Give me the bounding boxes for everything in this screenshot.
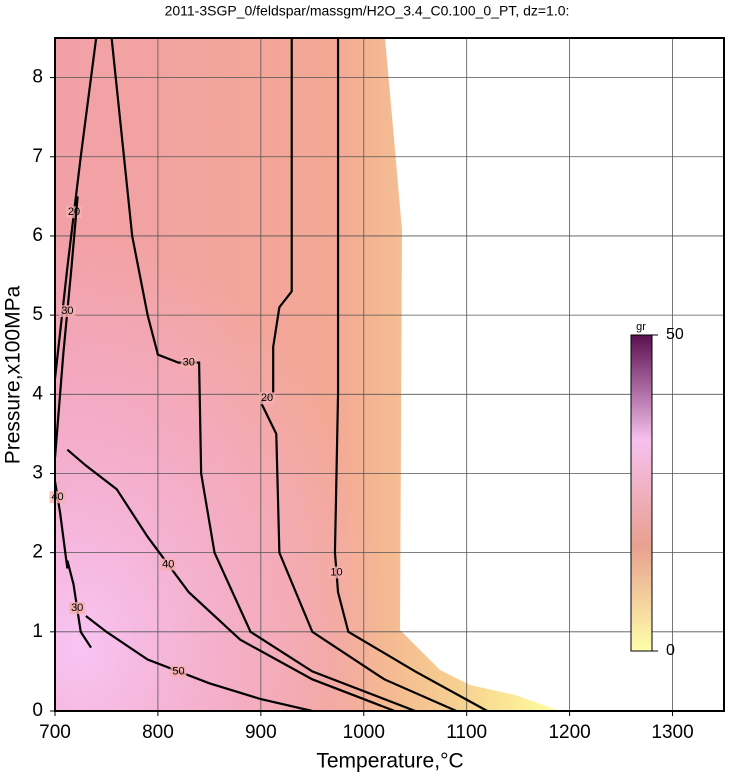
contour-label: 30 — [183, 357, 195, 369]
field-fill-high — [55, 38, 560, 711]
colorbar-tick-label: 0 — [666, 642, 675, 659]
colorbar — [630, 334, 653, 652]
colorbar-tick-label: 50 — [666, 326, 684, 343]
y-tick-label: 1 — [32, 621, 43, 642]
y-tick-label: 7 — [32, 146, 43, 167]
x-tick-label: 800 — [142, 722, 174, 743]
x-axis-label: Temperature,°C — [316, 750, 463, 773]
contour-label: 40 — [51, 491, 63, 503]
y-tick-label: 0 — [32, 700, 43, 721]
y-tick-label: 3 — [32, 462, 43, 483]
contour-label-bg — [160, 558, 177, 571]
contour-label: 30 — [71, 602, 83, 614]
y-tick-label: 2 — [32, 542, 43, 563]
y-tick-label: 6 — [32, 225, 43, 246]
contour-label-bg — [49, 491, 66, 504]
contour-label-bg — [328, 566, 345, 579]
plot-frame — [54, 37, 725, 712]
x-tick-label: 1100 — [446, 722, 487, 743]
x-tick-label: 1000 — [343, 722, 385, 743]
x-tick-label: 1200 — [548, 722, 590, 743]
contour-label: 40 — [162, 558, 174, 570]
contour-label-bg — [66, 206, 83, 219]
y-tick-label: 8 — [32, 67, 43, 88]
contour-label: 20 — [261, 392, 273, 404]
y-tick-label: 4 — [32, 383, 43, 404]
colorbar-label: gr — [636, 321, 646, 333]
contour-label-bg — [180, 356, 197, 369]
contour-label-bg — [59, 305, 76, 318]
contour-label: 30 — [61, 305, 73, 317]
y-tick-label: 5 — [32, 304, 43, 325]
contour-label: 10 — [330, 566, 342, 578]
contour-label-bg — [170, 665, 187, 678]
y-axis-label: Pressure,x100MPa — [2, 285, 25, 464]
contour-line — [66, 448, 396, 713]
contour-line — [110, 37, 416, 713]
x-tick-label: 1300 — [651, 722, 693, 743]
contour-label-bg — [259, 392, 276, 405]
contour-label: 20 — [68, 206, 80, 218]
chart-title: 2011-3SGP_0/feldspar/massgm/H2O_3.4_C0.1… — [165, 3, 570, 19]
contour-label: 50 — [172, 665, 184, 677]
contour-label-bg — [69, 602, 86, 615]
x-tick-label: 700 — [39, 722, 71, 743]
x-tick-label: 900 — [245, 722, 277, 743]
